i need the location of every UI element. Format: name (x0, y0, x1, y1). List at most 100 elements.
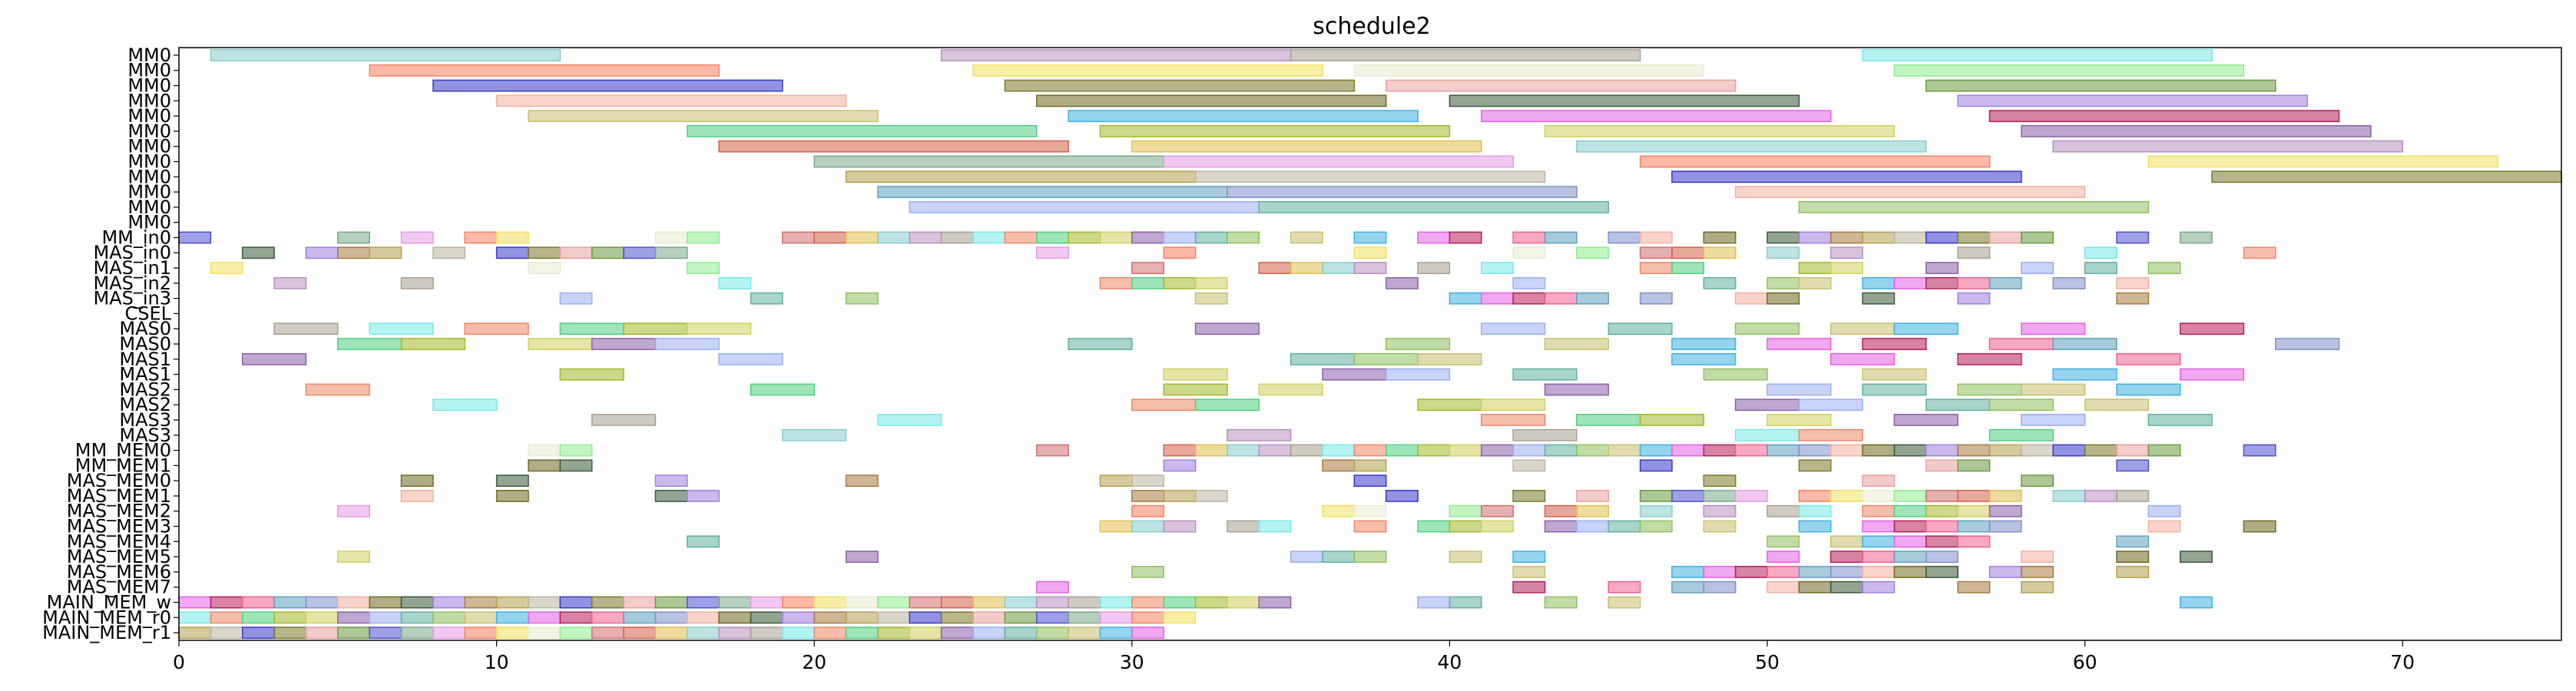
task-bar (1099, 627, 1133, 640)
task-bar (1671, 580, 1705, 593)
task-bar (178, 596, 212, 609)
task-bar (1481, 398, 1546, 412)
y-tick-label: MM0 (127, 60, 171, 81)
task-bar (1353, 459, 1387, 472)
task-bar (1481, 444, 1514, 457)
task-bar (2179, 231, 2213, 244)
x-tick-label: 0 (173, 651, 185, 673)
task-bar (1608, 322, 1673, 336)
y-tick-label: MAS2 (119, 394, 171, 415)
task-bar (782, 627, 815, 640)
task-bar (687, 231, 720, 244)
task-bar (1957, 444, 1991, 457)
task-bar (782, 231, 815, 244)
task-bar (1322, 459, 1356, 472)
task-bar (972, 231, 1006, 244)
task-bar (813, 155, 1164, 168)
task-bar (559, 322, 624, 336)
task-bar (1290, 352, 1356, 365)
y-tick-label: MM0 (127, 212, 171, 233)
task-bar (1798, 444, 1832, 457)
task-bar (1766, 383, 1832, 396)
task-bar (1639, 292, 1673, 305)
task-bar (654, 246, 688, 260)
task-bar (1862, 490, 1896, 502)
task-bar (210, 49, 561, 61)
task-bar (623, 596, 657, 609)
task-bar (654, 596, 688, 609)
task-bar (1258, 596, 1292, 609)
task-bar (1004, 596, 1038, 609)
task-bar (782, 428, 847, 441)
task-bar (1957, 383, 2022, 396)
task-bar (1925, 550, 1958, 564)
task-bar (1829, 322, 1896, 336)
task-bar (877, 186, 1228, 198)
task-bar (1829, 352, 1896, 365)
task-bar (1512, 292, 1546, 305)
task-bar (1798, 262, 1832, 274)
task-bar (1068, 596, 1101, 609)
task-bar (940, 627, 974, 640)
y-tick-label: MAIN_MEM_r1 (42, 622, 171, 643)
task-bar (400, 627, 434, 640)
task-bar (1131, 627, 1164, 640)
task-bar (2179, 368, 2245, 381)
task-bar (2243, 246, 2276, 260)
task-bar (654, 611, 688, 624)
task-bar (1544, 124, 1896, 137)
task-bar (1449, 504, 1482, 517)
task-bar (1194, 596, 1228, 609)
task-bar (1862, 535, 1896, 548)
task-bar (1099, 124, 1451, 137)
task-bar (210, 596, 243, 609)
task-bar (1481, 414, 1546, 426)
task-bar (718, 140, 1069, 153)
task-bar (1988, 110, 2340, 123)
task-bar (2021, 231, 2055, 244)
task-bar (1353, 444, 1387, 457)
task-bar (1766, 231, 1800, 244)
task-bar (1131, 611, 1164, 624)
task-bar (2116, 490, 2150, 502)
task-bar (2147, 444, 2181, 457)
y-tick-label: MM0 (127, 166, 171, 187)
task-bar (1957, 504, 1991, 517)
task-bar (1417, 596, 1451, 609)
task-bar (1925, 566, 1958, 578)
y-tick-label: MAS_in3 (93, 288, 171, 309)
task-bar (464, 231, 498, 244)
task-bar (972, 596, 1006, 609)
task-bar (528, 110, 879, 123)
task-bar (1734, 428, 1800, 441)
task-bar (1322, 504, 1356, 517)
task-bar (1004, 79, 1356, 92)
task-bar (528, 246, 561, 260)
task-bar (1481, 110, 1832, 123)
task-bar (1099, 520, 1133, 533)
task-bar (1957, 231, 1991, 244)
task-bar (1766, 246, 1800, 260)
task-bar (241, 352, 307, 365)
task-bar (940, 596, 974, 609)
task-bar (1227, 186, 1578, 198)
task-bar (559, 292, 593, 305)
task-bar (750, 611, 783, 624)
task-bar (273, 322, 339, 336)
task-bar (2179, 596, 2213, 609)
task-bar (1512, 490, 1546, 502)
task-bar (305, 383, 370, 396)
task-bar (1639, 520, 1673, 533)
task-bar (273, 611, 307, 624)
task-bar (1957, 94, 2308, 107)
task-bar (1544, 444, 1578, 457)
task-bar (1353, 64, 1705, 77)
task-bar (1862, 231, 1896, 244)
task-bar (1925, 535, 1958, 548)
task-bar (1703, 566, 1737, 578)
task-bar (273, 276, 307, 289)
task-bar (2147, 520, 2181, 533)
task-bar (1163, 596, 1197, 609)
task-bar (432, 79, 783, 92)
task-bar (1481, 292, 1514, 305)
